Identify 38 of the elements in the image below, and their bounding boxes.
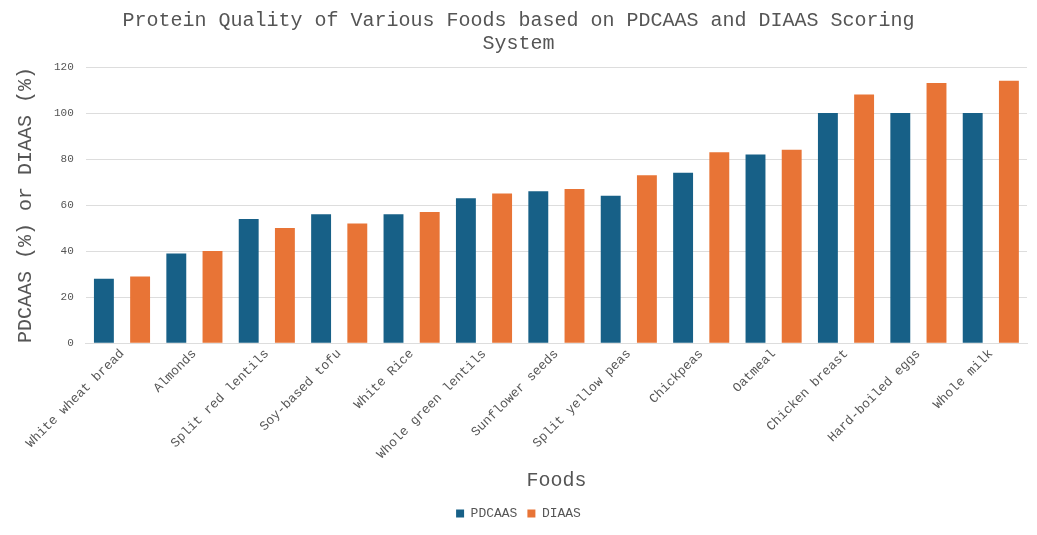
chart-title: Protein Quality of Various Foods based on PDCAAS and DIAAS Scoring System [122,8,915,55]
bar [709,152,730,343]
bar [745,154,766,343]
legend-label: DIAAS [541,505,582,521]
bar [383,214,404,343]
bar [419,211,440,343]
bar [93,278,114,343]
bar [600,195,621,343]
bar [455,198,476,343]
bar [564,188,585,343]
bar [962,113,983,343]
bar [347,223,368,343]
bar [781,149,802,343]
bar [890,113,911,343]
bar [528,191,549,343]
bar [274,228,295,343]
y-tick-label: 0 [67,337,74,350]
y-tick-label: 20 [60,291,74,304]
y-tick-label: 60 [60,198,74,211]
bar [998,80,1019,343]
bar [238,218,259,343]
bar [854,94,875,343]
y-tick-label: 100 [53,106,74,119]
bar [130,276,151,343]
y-axis-title: PDCAAS (%) or DIAAS (%) [14,67,38,344]
legend-label: PDCAAS [470,505,518,521]
bar [311,214,332,343]
bar [202,251,223,343]
bar [926,83,947,343]
y-tick-label: 80 [60,152,74,165]
y-tick-label: 40 [60,245,74,258]
bar [492,193,513,343]
y-tick-label: 120 [53,60,74,73]
bar [636,175,657,343]
bar [673,172,694,343]
bar [166,253,187,343]
bar [817,113,838,343]
x-axis-title: Foods [526,469,587,493]
